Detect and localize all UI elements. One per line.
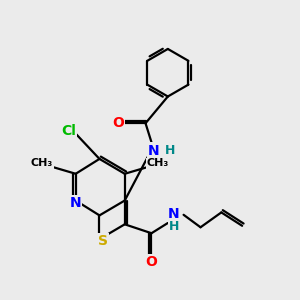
Text: Cl: Cl — [61, 124, 76, 138]
Text: H: H — [169, 220, 179, 233]
Text: O: O — [146, 255, 158, 269]
Text: O: O — [112, 116, 124, 130]
Text: N: N — [148, 144, 159, 158]
Text: H: H — [165, 143, 175, 157]
Text: S: S — [98, 234, 108, 248]
Text: CH₃: CH₃ — [146, 158, 169, 168]
Text: N: N — [69, 196, 81, 210]
Text: CH₃: CH₃ — [31, 158, 53, 168]
Text: N: N — [168, 207, 180, 221]
